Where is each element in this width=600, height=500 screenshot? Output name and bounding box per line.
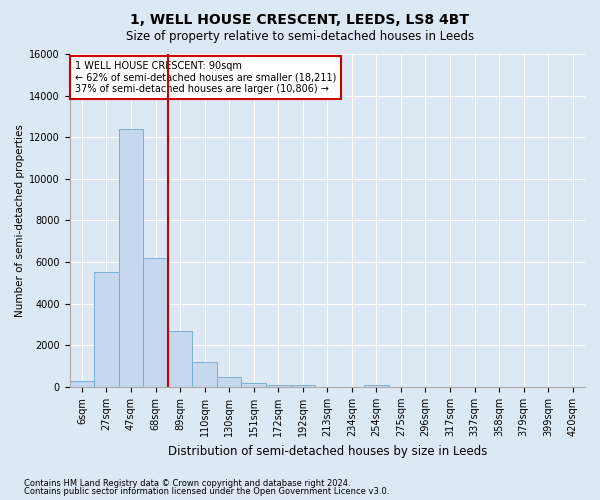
Text: Contains HM Land Registry data © Crown copyright and database right 2024.: Contains HM Land Registry data © Crown c… xyxy=(24,478,350,488)
Bar xyxy=(193,362,217,387)
Y-axis label: Number of semi-detached properties: Number of semi-detached properties xyxy=(15,124,25,317)
Bar xyxy=(266,385,290,387)
Text: Size of property relative to semi-detached houses in Leeds: Size of property relative to semi-detach… xyxy=(126,30,474,43)
Text: 1 WELL HOUSE CRESCENT: 90sqm
← 62% of semi-detached houses are smaller (18,211)
: 1 WELL HOUSE CRESCENT: 90sqm ← 62% of se… xyxy=(75,60,336,94)
Bar xyxy=(119,129,143,387)
Bar xyxy=(70,380,94,387)
Bar xyxy=(290,385,315,387)
Bar xyxy=(143,258,168,387)
Text: 1, WELL HOUSE CRESCENT, LEEDS, LS8 4BT: 1, WELL HOUSE CRESCENT, LEEDS, LS8 4BT xyxy=(131,12,470,26)
Bar xyxy=(241,383,266,387)
X-axis label: Distribution of semi-detached houses by size in Leeds: Distribution of semi-detached houses by … xyxy=(167,444,487,458)
Text: Contains public sector information licensed under the Open Government Licence v3: Contains public sector information licen… xyxy=(24,487,389,496)
Bar xyxy=(168,331,193,387)
Bar xyxy=(94,272,119,387)
Bar xyxy=(217,376,241,387)
Bar xyxy=(364,385,389,387)
